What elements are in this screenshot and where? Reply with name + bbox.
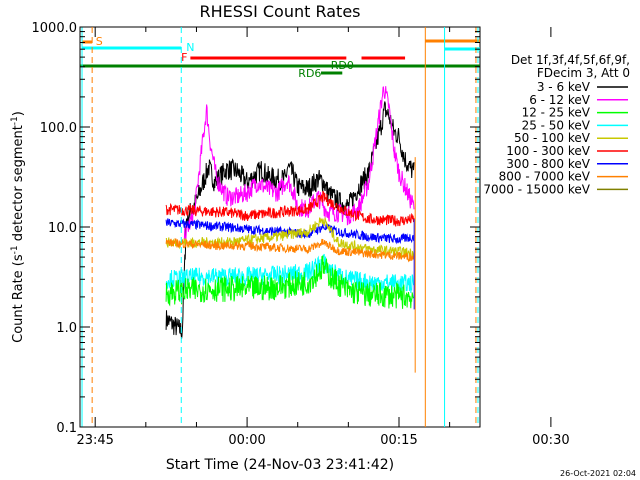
flag-layer: S NF RD0 RD6: [80, 27, 480, 427]
series-line: [165, 218, 415, 245]
y-axis-label-sup: -1: [10, 245, 20, 254]
axis-layer: 0.1 1.0 10.0 100.0 1000.0 23:45 00:00 00:15 00:3…: [32, 21, 570, 448]
y-axis-label: Count Rate (s-1 detector segment-1): [10, 111, 26, 343]
footer-date: 26-Oct-2021 02:04: [560, 469, 636, 478]
y-axis-label-main: Count Rate (s: [11, 254, 26, 343]
y-axis-label-mid: detector segment: [11, 125, 26, 245]
x-tick-label: 00:15: [380, 433, 417, 448]
series-line: [165, 237, 415, 263]
legend-label: 800 - 7000 keV: [499, 170, 591, 184]
x-tick-label: 23:45: [76, 433, 113, 448]
legend-header-line-2: FDecim 3, Att 0: [537, 66, 630, 80]
y-tick-label: 100.0: [40, 121, 77, 136]
x-tick-label: 00:30: [532, 433, 569, 448]
legend-label: 12 - 25 keV: [522, 106, 591, 120]
legend-label: 300 - 800 keV: [506, 157, 590, 171]
flag-n-label: N: [186, 41, 194, 54]
plot-frame: [79, 26, 481, 428]
legend-header-line-1: Det 1f,3f,4f,5f,6f,9f,: [511, 53, 630, 67]
flag-f-label: F: [181, 51, 187, 64]
flag-s-label: S: [96, 35, 103, 48]
y-tick-label: 1.0: [56, 321, 77, 336]
legend-label: 7000 - 15000 keV: [483, 182, 590, 196]
legend-label: 6 - 12 keV: [529, 93, 591, 107]
series-layer: [165, 86, 416, 373]
series-line: [165, 217, 415, 260]
legend: Det 1f,3f,4f,5f,6f,9f, FDecim 3, Att 0 3…: [483, 53, 630, 196]
y-tick-label: 1000.0: [32, 21, 78, 36]
flag-rd0-label: RD0: [331, 59, 354, 72]
plot-area: [79, 26, 481, 428]
series-line: [183, 86, 415, 244]
legend-label: 3 - 6 keV: [537, 80, 591, 94]
y-tick-label: 10.0: [48, 221, 77, 236]
flag-rd6-label: RD6: [298, 67, 321, 80]
legend-label: 50 - 100 keV: [514, 131, 591, 145]
x-axis-label: Start Time (24-Nov-03 23:41:42): [166, 457, 394, 473]
chart-title: RHESSI Count Rates: [200, 2, 361, 21]
series-line: [165, 191, 415, 227]
x-tick-label: 00:00: [228, 433, 265, 448]
y-axis-label-end: ): [11, 111, 26, 116]
y-tick-label: 0.1: [56, 421, 77, 436]
legend-label: 25 - 50 keV: [522, 118, 591, 132]
series-line: [165, 101, 415, 339]
legend-label: 100 - 300 keV: [506, 144, 590, 158]
series-line: [165, 255, 415, 309]
y-axis-label-sup2: -1: [10, 116, 20, 125]
